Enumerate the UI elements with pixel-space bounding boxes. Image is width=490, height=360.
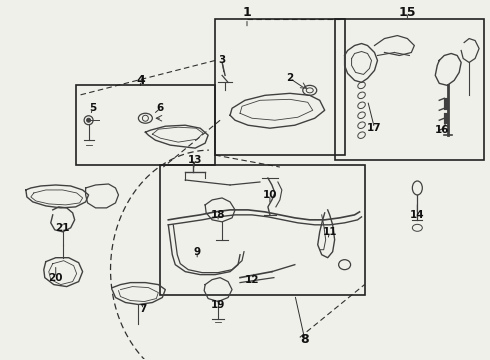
Text: 14: 14 <box>410 210 425 220</box>
Bar <box>75 85 215 165</box>
Text: 11: 11 <box>322 227 337 237</box>
Text: 3: 3 <box>219 55 226 66</box>
Text: 10: 10 <box>263 190 277 200</box>
Bar <box>215 19 344 155</box>
Text: 18: 18 <box>211 210 225 220</box>
Text: 15: 15 <box>399 6 416 19</box>
Text: 6: 6 <box>157 103 164 113</box>
Text: 4: 4 <box>136 74 145 87</box>
Bar <box>335 19 484 160</box>
Text: 20: 20 <box>49 273 63 283</box>
Text: 16: 16 <box>435 125 449 135</box>
Text: 7: 7 <box>140 305 147 315</box>
Text: 1: 1 <box>243 6 251 19</box>
Text: 19: 19 <box>211 300 225 310</box>
Text: 8: 8 <box>300 333 309 346</box>
Text: 17: 17 <box>367 123 382 133</box>
Text: 12: 12 <box>245 275 259 285</box>
Text: 2: 2 <box>286 73 294 84</box>
Text: 21: 21 <box>55 223 70 233</box>
Bar <box>160 165 365 294</box>
Text: 5: 5 <box>89 103 96 113</box>
Ellipse shape <box>87 118 91 122</box>
Text: 9: 9 <box>194 247 201 257</box>
Text: 13: 13 <box>188 155 202 165</box>
